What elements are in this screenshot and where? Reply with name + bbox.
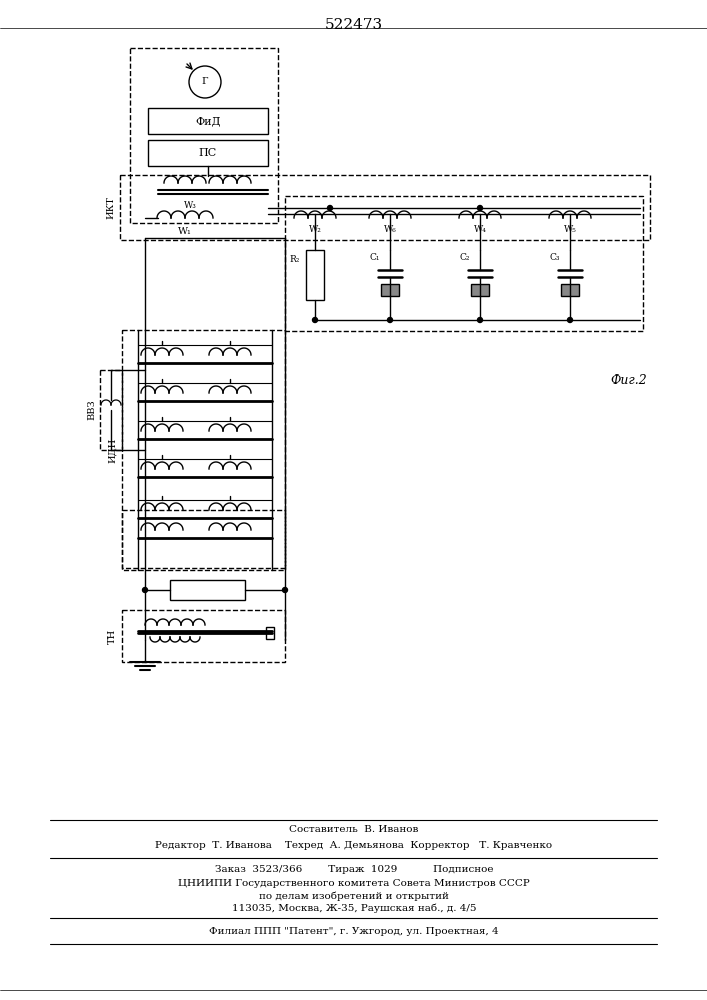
Bar [130,48,278,223]
Text: Филиал ППП "Патент", г. Ужгород, ул. Проектная, 4: Филиал ППП "Патент", г. Ужгород, ул. Про… [209,928,499,936]
Text: ПС: ПС [199,148,217,158]
Text: C₃: C₃ [549,253,560,262]
Text: 522473: 522473 [325,18,383,32]
Bar [122,510,285,568]
Bar [148,140,268,166]
Circle shape [327,206,332,211]
Text: W₂: W₂ [308,226,322,234]
Text: W₄: W₄ [474,226,486,234]
Bar [266,627,274,639]
Text: C₂: C₂ [460,253,470,262]
Bar [100,370,122,450]
Bar [148,108,268,134]
Circle shape [568,318,573,322]
Text: ИКТ: ИКТ [106,197,115,219]
Text: ФиД: ФиД [195,116,221,126]
Text: Г: Г [201,78,209,87]
Circle shape [387,318,392,322]
Text: 113035, Москва, Ж-35, Раушская наб., д. 4/5: 113035, Москва, Ж-35, Раушская наб., д. … [232,903,477,913]
Bar [471,284,489,296]
Text: Редактор  Т. Иванова    Техред  А. Демьянова  Корректор   Т. Кравченко: Редактор Т. Иванова Техред А. Демьянова … [156,842,553,850]
Circle shape [143,587,148,592]
Circle shape [312,318,317,322]
Bar [381,284,399,296]
Bar [122,330,285,570]
Text: по делам изобретений и открытий: по делам изобретений и открытий [259,891,449,901]
Text: ЦНИИПИ Государственного комитета Совета Министров СССР: ЦНИИПИ Государственного комитета Совета … [178,880,530,888]
Bar [306,250,324,300]
Text: W₅: W₅ [563,226,576,234]
Bar [285,196,643,331]
Text: ТН: ТН [108,628,117,644]
Text: Составитель  В. Иванов: Составитель В. Иванов [289,826,419,834]
Circle shape [477,318,482,322]
Bar [122,610,285,662]
Text: W₃: W₃ [184,200,197,210]
Text: ВВЗ: ВВЗ [87,400,96,420]
Text: W₁: W₁ [178,228,192,236]
Bar [561,284,579,296]
Text: W₆: W₆ [384,226,397,234]
Circle shape [283,587,288,592]
Text: Фиг.2: Фиг.2 [610,373,647,386]
Bar [170,580,245,600]
Text: ИДН: ИДН [108,437,117,463]
Text: C₁: C₁ [370,253,380,262]
Text: R₂: R₂ [290,255,300,264]
Circle shape [477,206,482,211]
Bar [120,175,650,240]
Text: Заказ  3523/366        Тираж  1029           Подписное: Заказ 3523/366 Тираж 1029 Подписное [215,865,493,874]
